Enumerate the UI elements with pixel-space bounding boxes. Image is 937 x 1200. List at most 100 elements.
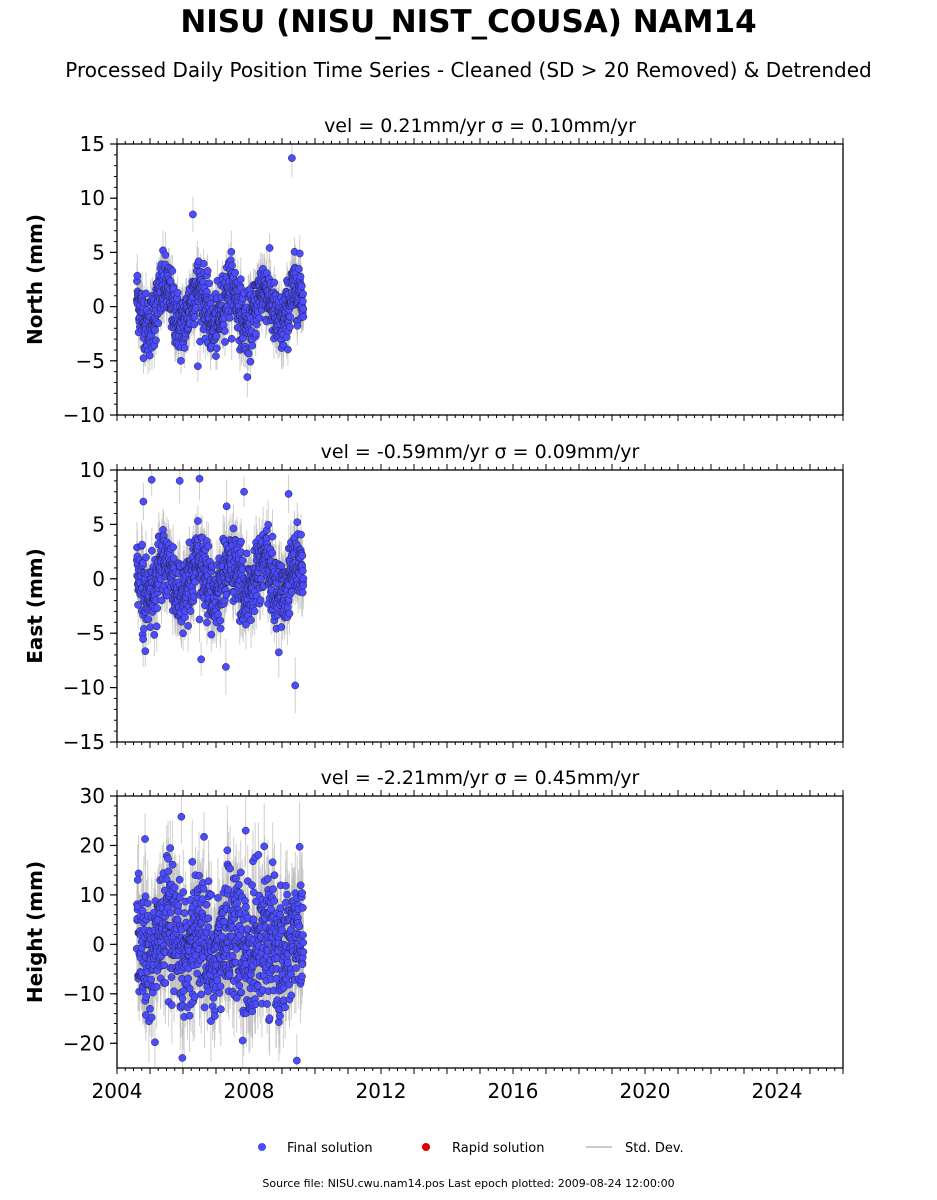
panel-north: −10 −5 0 5 10 15 vel = 0.21mm/yr σ = 0.10mm/yr…: [23, 115, 844, 427]
final-solution-point: [220, 327, 229, 335]
final-solution-point: [268, 532, 277, 541]
final-solution-point: [277, 623, 286, 631]
final-solution-point: [257, 575, 265, 583]
final-solution-point: [205, 279, 214, 288]
final-solution-point: [237, 537, 245, 546]
panel-east-title: vel = -0.59mm/yr σ = 0.09mm/yr: [321, 441, 640, 463]
final-solution-point: [293, 321, 302, 330]
final-solution-point: [142, 553, 150, 562]
final-solution-point: [190, 320, 199, 329]
final-solution-point: [228, 261, 236, 270]
final-solution-point: [299, 289, 307, 298]
y-tick-label: 0: [92, 295, 105, 319]
final-solution-point: [268, 549, 276, 558]
panel-east-data: [132, 470, 308, 714]
final-solution-point: [152, 336, 160, 345]
final-solution-point: [203, 267, 212, 275]
final-solution-point: [179, 629, 187, 638]
final-solution-point: [141, 647, 150, 656]
final-solution-point: [284, 490, 293, 498]
final-solution-point: [177, 356, 185, 365]
final-solution-point: [153, 604, 162, 613]
final-solution-point: [216, 616, 225, 625]
final-solution-point: [169, 543, 177, 551]
final-solution-point: [299, 567, 307, 575]
final-solution-point: [284, 345, 292, 354]
final-solution-point: [274, 648, 283, 657]
y-tick-label: 0: [92, 567, 105, 591]
final-solution-point: [168, 267, 177, 275]
final-solution-point: [297, 530, 305, 539]
panel-north-ylabel: North (mm): [23, 214, 47, 345]
final-solution-point: [175, 477, 184, 485]
chart-main-title: NISU (NISU_NIST_COUSA) NAM14: [180, 4, 757, 40]
panel-east-ylabel: East (mm): [23, 548, 47, 664]
final-solution-point: [296, 272, 305, 281]
final-solution-point: [139, 497, 148, 506]
final-solution-point: [227, 334, 236, 343]
final-solution-point: [256, 596, 265, 605]
y-tick-label: −5: [76, 349, 105, 373]
panel-east: −15 −10 −5 0 5 10 vel = -0.59mm/yr σ = 0.09mm/…: [23, 441, 844, 754]
final-solution-point: [250, 607, 259, 616]
final-solution-point: [295, 265, 303, 273]
final-solution-point: [199, 259, 208, 268]
final-solution-point: [270, 278, 279, 287]
final-solution-point: [197, 655, 205, 664]
final-solution-point: [203, 618, 211, 627]
final-solution-point: [282, 333, 291, 342]
final-solution-point: [161, 251, 170, 259]
final-solution-point: [231, 268, 239, 277]
final-solution-point: [265, 244, 274, 252]
final-solution-point: [287, 587, 296, 596]
final-solution-point: [291, 681, 300, 690]
final-solution-point: [194, 517, 202, 525]
final-solution-point: [190, 313, 199, 321]
final-solution-point: [139, 624, 148, 633]
final-solution-point: [212, 344, 221, 353]
final-solution-point: [147, 475, 156, 484]
final-solution-point: [238, 556, 247, 565]
final-solution-point: [212, 332, 221, 340]
final-solution-point: [242, 620, 250, 629]
final-solution-point: [195, 474, 204, 483]
final-solution-point: [189, 210, 197, 219]
final-solution-point: [173, 288, 182, 297]
y-tick-label: 5: [92, 240, 105, 264]
final-solution-point: [225, 314, 234, 322]
y-tick-label: −15: [63, 730, 105, 754]
final-solution-point: [299, 574, 308, 583]
final-solution-point: [240, 487, 248, 496]
y-tick-label: 5: [92, 512, 105, 536]
y-tick-label: 10: [80, 458, 105, 482]
final-solution-point: [151, 326, 159, 335]
y-tick-label: −10: [63, 403, 105, 427]
final-solution-point: [134, 601, 142, 609]
final-solution-point: [212, 352, 220, 360]
final-solution-point: [229, 524, 238, 533]
final-solution-point: [221, 338, 229, 346]
final-solution-point: [157, 596, 166, 605]
final-solution-point: [299, 312, 308, 321]
final-solution-point: [243, 373, 252, 381]
final-solution-point: [184, 622, 192, 630]
final-solution-point: [298, 588, 307, 597]
final-solution-point: [277, 562, 286, 570]
final-solution-point: [255, 314, 264, 322]
final-solution-point: [246, 357, 255, 366]
final-solution-point: [299, 581, 308, 590]
final-solution-point: [144, 615, 153, 624]
final-solution-point: [152, 622, 161, 631]
final-solution-point: [145, 351, 154, 360]
final-solution-point: [222, 502, 231, 511]
final-solution-point: [247, 616, 255, 624]
final-solution-point: [293, 518, 302, 527]
final-solution-point: [288, 154, 296, 162]
y-tick-label: 10: [80, 186, 105, 210]
final-solution-point: [139, 635, 147, 644]
final-solution-point: [222, 590, 231, 599]
panel-north-title: vel = 0.21mm/yr σ = 0.10mm/yr: [324, 115, 636, 137]
final-solution-point: [154, 319, 163, 328]
